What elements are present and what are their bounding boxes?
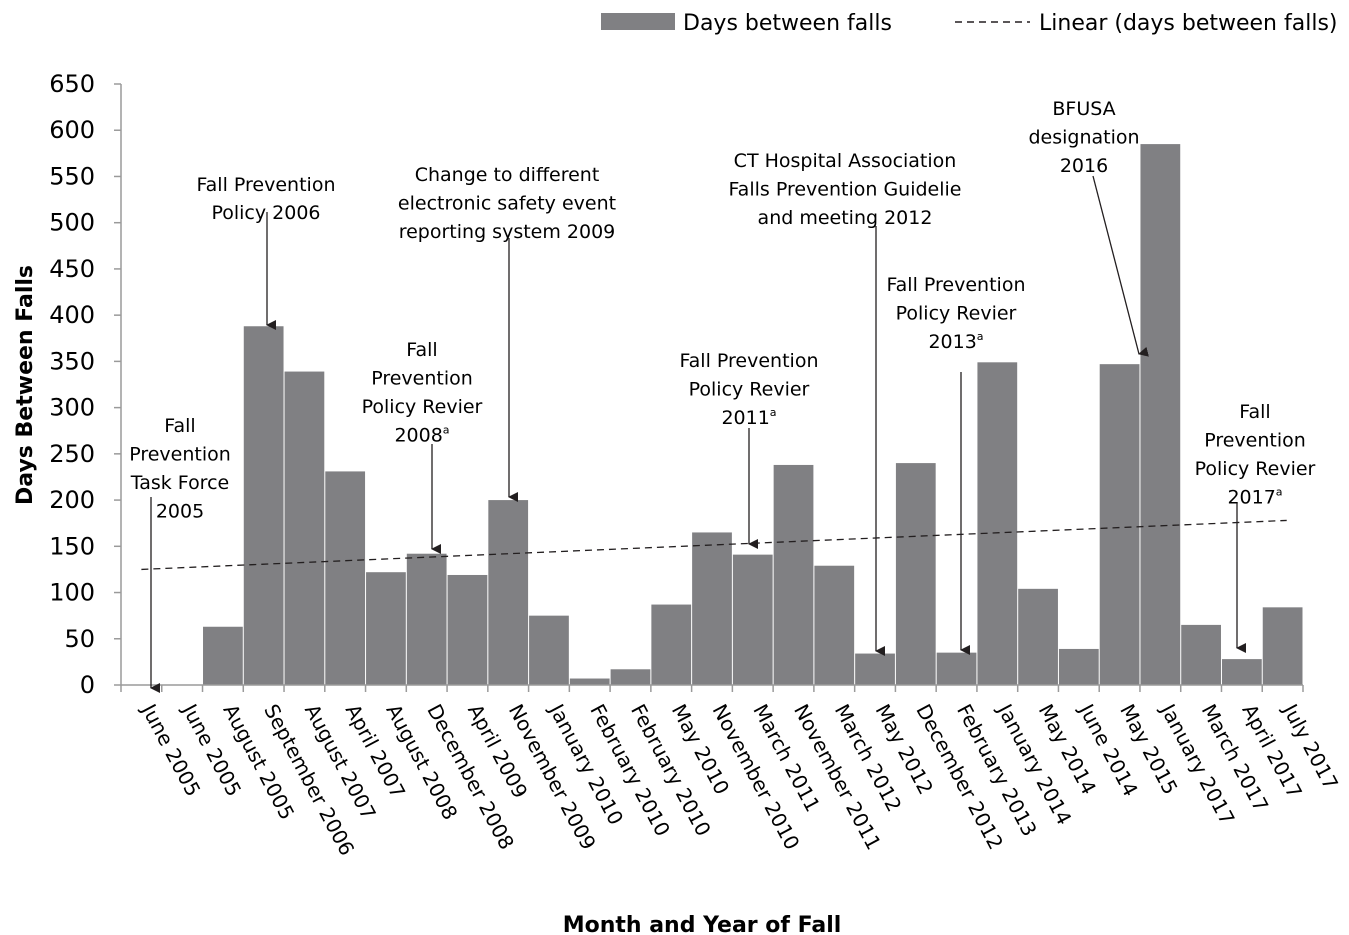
y-tick-label: 300 [49, 394, 95, 422]
y-tick-label: 600 [49, 116, 95, 144]
annotation-text: CT Hospital Association Falls Prevention … [729, 150, 962, 229]
bar [203, 626, 243, 685]
bar [447, 574, 488, 685]
bar [936, 652, 977, 685]
bar [529, 615, 569, 685]
x-axis-title: Month and Year of Fall [563, 913, 842, 935]
y-tick-label: 100 [49, 579, 95, 607]
annotation: Fall Prevention Policy Revier 2011a [679, 350, 819, 549]
bar [243, 326, 284, 685]
annotation-text: Fall Prevention Policy Revier 2013a [886, 274, 1025, 353]
bar [732, 554, 773, 685]
y-tick-label: 150 [49, 532, 95, 560]
bar [1099, 364, 1140, 685]
bar [284, 371, 325, 685]
y-tick-label: 550 [49, 162, 95, 190]
annotation-text: Fall Prevention Policy Revier 2017a [1195, 401, 1316, 509]
annotation: Fall Prevention Task Force 2005 [129, 415, 231, 693]
legend-bar-label: Days between falls [683, 11, 892, 36]
bar [610, 669, 651, 685]
bar [1221, 659, 1262, 685]
y-tick-label: 400 [49, 301, 95, 329]
bar [325, 471, 366, 685]
annotations-layer: Fall Prevention Task Force 2005 Fall Prevent… [129, 98, 1316, 693]
y-tick-label: 250 [49, 440, 95, 468]
bar [651, 604, 692, 685]
bar [1181, 624, 1221, 685]
bars-layer [203, 144, 1303, 686]
annotation-text: Fall Prevention Policy 2006 [196, 174, 335, 224]
bar [569, 678, 610, 685]
annotation: Fall Prevention Policy Revier 2013a [886, 274, 1026, 655]
legend-bar-swatch [601, 13, 675, 30]
legend-trend-label: Linear (days between falls) [1039, 11, 1338, 36]
annotation-text: Fall Prevention Policy Revier 2011a [679, 350, 818, 429]
y-tick-label: 50 [64, 625, 95, 653]
bar [977, 362, 1018, 685]
annotation: BFUSA designation 2016 [1028, 98, 1149, 357]
annotation: Fall Prevention Policy Revier 2017a [1195, 401, 1316, 653]
bar [366, 572, 406, 685]
annotation-text: Change to different electronic safety eve… [398, 164, 616, 243]
annotation-text: BFUSA designation 2016 [1028, 98, 1139, 177]
y-tick-label: 350 [49, 347, 95, 375]
bar [488, 500, 529, 685]
bar [1018, 588, 1058, 685]
annotation-text: Fall Prevention Policy Revier 2008a [362, 339, 483, 447]
annotation: Change to different electronic safety eve… [398, 164, 616, 502]
y-tick-label: 650 [49, 70, 95, 98]
annotation: CT Hospital Association Falls Prevention … [729, 150, 962, 656]
bar [1262, 607, 1303, 685]
bar [406, 553, 447, 685]
y-tick-label: 500 [49, 209, 95, 237]
annotation-arrow [1092, 175, 1149, 357]
bar [814, 565, 855, 685]
annotation: Fall Prevention Policy Revier 2008a [362, 339, 483, 554]
annotation: Fall Prevention Policy 2006 [196, 174, 336, 330]
bar [692, 532, 732, 685]
y-tick-label: 0 [80, 671, 95, 699]
y-axis-title: Days Between Falls [13, 265, 38, 505]
bar [1058, 648, 1099, 685]
y-tick-label: 200 [49, 486, 95, 514]
bar [773, 464, 814, 685]
bar [1140, 144, 1181, 686]
annotation-text: Fall Prevention Task Force 2005 [129, 415, 231, 523]
bar [895, 463, 936, 685]
bar [855, 653, 895, 685]
y-tick-label: 450 [49, 255, 95, 283]
